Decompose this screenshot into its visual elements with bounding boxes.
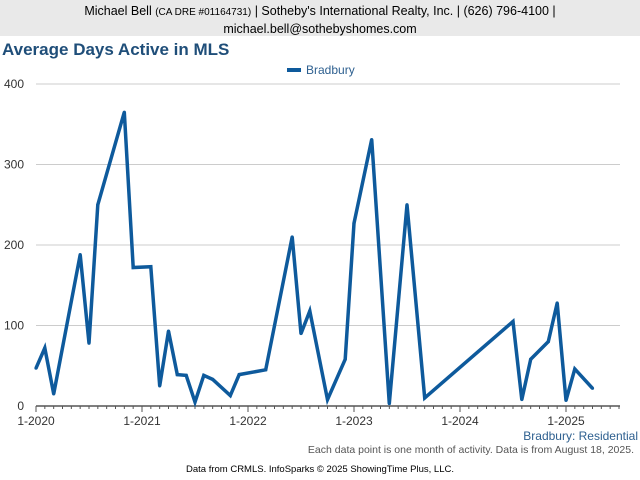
x-tick-label: 1-2025	[547, 414, 585, 428]
data-point	[290, 235, 294, 239]
data-note: Each data point is one month of activity…	[307, 444, 634, 456]
x-tick-label: 1-2020	[17, 414, 55, 428]
data-point	[193, 400, 197, 404]
data-point	[511, 319, 515, 324]
x-tick-label: 1-2023	[335, 414, 373, 428]
data-point	[529, 357, 533, 361]
data-point	[228, 393, 232, 398]
data-point	[43, 346, 47, 350]
y-tick-label: 100	[4, 319, 24, 333]
data-point	[34, 366, 38, 370]
legend-label: Bradbury	[306, 63, 355, 77]
data-point	[158, 384, 162, 388]
data-point	[237, 373, 241, 377]
agent-email: michael.bell@sothebyshomes.com	[223, 22, 417, 36]
data-point	[343, 357, 347, 361]
data-point	[184, 373, 188, 378]
data-point	[87, 341, 91, 345]
data-credit: Data from CRMLS. InfoSparks © 2025 Showi…	[185, 464, 454, 475]
data-point	[78, 253, 82, 257]
data-point	[52, 392, 56, 396]
data-point	[387, 401, 391, 406]
data-point	[202, 373, 206, 378]
data-point	[149, 265, 153, 269]
series-line-bradbury	[34, 111, 594, 408]
data-point	[590, 386, 595, 390]
data-point	[175, 373, 179, 377]
data-point	[211, 377, 215, 382]
data-point	[325, 397, 330, 402]
x-tick-label: 1-2021	[123, 414, 161, 428]
data-point	[264, 368, 268, 372]
data-point	[166, 329, 171, 333]
data-point	[423, 396, 427, 400]
data-point	[308, 309, 312, 313]
y-tick-label: 0	[17, 399, 24, 413]
y-tick-label: 200	[4, 238, 24, 252]
data-point	[520, 397, 524, 402]
data-point	[564, 398, 568, 402]
x-tick-label: 1-2022	[229, 414, 267, 428]
data-point	[573, 367, 577, 371]
data-point	[131, 265, 135, 270]
agent-name: Michael Bell	[84, 4, 152, 18]
data-point	[96, 203, 100, 207]
data-point	[352, 221, 356, 225]
data-point	[555, 301, 559, 305]
region-label: Bradbury: Residential	[523, 429, 638, 443]
data-point	[299, 331, 303, 336]
agent-header: Michael Bell (CA DRE #01164731) | Sotheb…	[0, 0, 640, 36]
agent-info-line: Michael Bell (CA DRE #01164731) | Sotheb…	[0, 3, 640, 21]
data-point	[122, 110, 126, 114]
y-tick-label: 400	[4, 77, 24, 91]
y-tick-label: 300	[4, 158, 24, 172]
data-point	[370, 137, 374, 142]
agent-dre-number: (CA DRE #01164731)	[155, 7, 252, 18]
data-point	[405, 203, 409, 207]
data-point	[546, 340, 550, 344]
x-tick-label: 1-2024	[441, 414, 479, 428]
chart-title: Average Days Active in MLS	[2, 40, 230, 59]
agent-company-phone: | Sotheby's International Realty, Inc. |…	[254, 4, 556, 18]
